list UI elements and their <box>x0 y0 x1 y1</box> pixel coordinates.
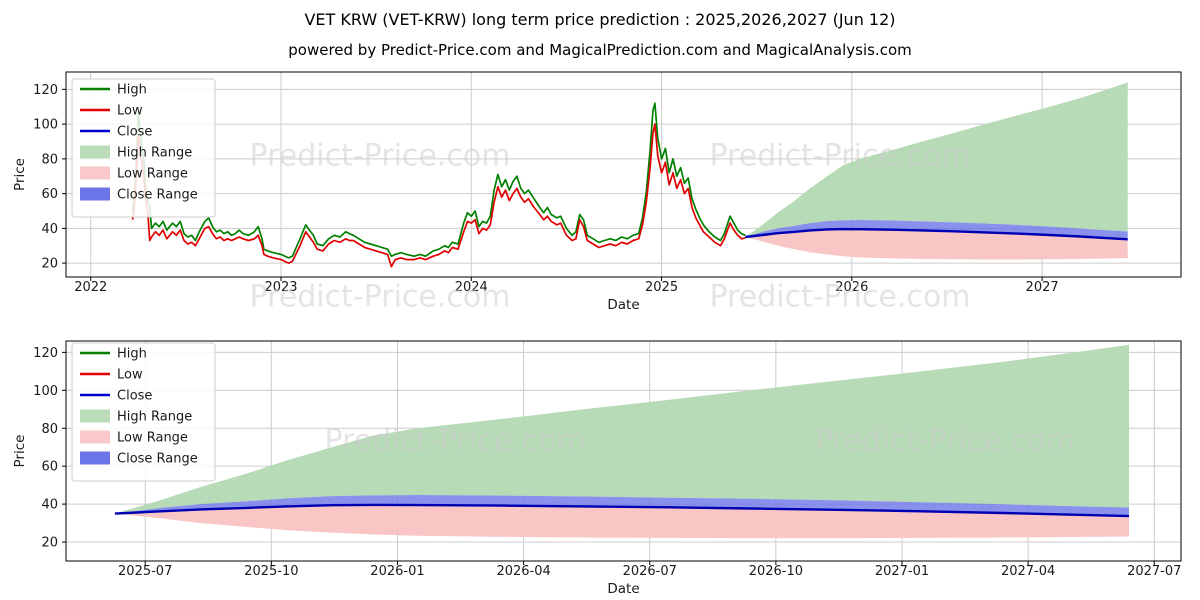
low-range-area <box>114 504 1129 539</box>
legend-box <box>71 78 216 218</box>
close-range-area <box>114 495 1129 517</box>
x-tick-label: 2023 <box>264 280 297 295</box>
figure-title: VET KRW (VET-KRW) long term price predic… <box>304 10 896 29</box>
legend-label: High Range <box>117 146 192 161</box>
legend: High Low Close High Range Low Range Close Ran… <box>71 342 216 482</box>
watermark-text: Predict-Price.com <box>250 139 511 174</box>
watermark-text: Predict-Price.com <box>815 424 1076 459</box>
legend-swatch-low-range <box>80 430 110 444</box>
legend-label: Close Range <box>117 188 198 203</box>
x-axis-label: Date <box>607 297 639 313</box>
y-tick-label: 20 <box>41 257 58 272</box>
legend-label: Low Range <box>117 431 188 446</box>
y-tick-label: 80 <box>41 152 58 167</box>
legend: High Low Close High Range Low Range Close Ran… <box>71 78 216 218</box>
bottom-chart: 2025-07 2025-10 2026-01 2026-04 2026-07 2026-… <box>12 340 1182 597</box>
watermark-text: Predict-Price.com <box>325 424 586 459</box>
legend-label: High Range <box>117 410 192 425</box>
legend-box <box>71 342 216 482</box>
legend-label: High <box>117 347 147 362</box>
legend-swatch-high-range <box>80 145 110 159</box>
x-axis-label: Date <box>607 581 639 597</box>
x-tick-label: 2025-07 <box>118 564 172 579</box>
low-line <box>131 123 746 268</box>
y-tick-label: 40 <box>41 222 58 237</box>
legend-label: Low <box>117 368 143 383</box>
y-tick-label: 60 <box>41 187 58 202</box>
x-tick-label: 2026-04 <box>496 564 550 579</box>
legend-label: Low <box>117 104 143 119</box>
legend-label: Close <box>117 389 152 404</box>
y-tick-label: 100 <box>33 384 58 399</box>
legend-swatch-close-range <box>80 187 110 201</box>
x-tick-label: 2027-07 <box>1127 564 1181 579</box>
watermark-text: Predict-Price.com <box>710 280 971 315</box>
plot-border <box>65 71 1182 278</box>
x-tick-label: 2027-01 <box>875 564 929 579</box>
y-tick-label: 20 <box>41 536 58 551</box>
legend-swatch-low-range <box>80 166 110 180</box>
legend-label: High <box>117 83 147 98</box>
x-tick-label: 2026-10 <box>749 564 803 579</box>
high-line <box>131 102 746 259</box>
legend-swatch-high-range <box>80 409 110 423</box>
x-tick-label: 2027 <box>1026 280 1059 295</box>
legend-label: Close Range <box>117 452 198 467</box>
x-tick-label: 2026-01 <box>370 564 424 579</box>
plot-border <box>65 340 1182 562</box>
y-tick-label: 120 <box>33 83 58 98</box>
close-line <box>114 503 1130 518</box>
x-tick-label: 2025 <box>645 280 678 295</box>
y-tick-label: 120 <box>33 346 58 361</box>
high-range-area <box>745 82 1128 238</box>
x-tick-label: 2025-10 <box>244 564 298 579</box>
figure-subtitle: powered by Predict-Price.com and Magical… <box>288 41 912 59</box>
x-tick-label: 2026-07 <box>623 564 677 579</box>
high-range-area <box>114 344 1129 514</box>
watermark-text: Predict-Price.com <box>250 280 511 315</box>
y-tick-label: 100 <box>33 118 58 133</box>
close-line <box>745 227 1128 241</box>
top-chart: 2022 2023 2024 2025 2026 2027 20 40 60 80 100 120 Da… <box>12 71 1182 315</box>
y-axis-label: Price <box>12 158 28 191</box>
legend-label: Low Range <box>117 167 188 182</box>
y-tick-label: 80 <box>41 422 58 437</box>
y-tick-label: 40 <box>41 498 58 513</box>
x-tick-label: 2024 <box>455 280 488 295</box>
low-range-area <box>745 229 1128 260</box>
x-tick-label: 2027-04 <box>1001 564 1055 579</box>
y-axis-label: Price <box>12 435 28 468</box>
legend-label: Close <box>117 125 152 140</box>
x-tick-label: 2022 <box>74 280 107 295</box>
y-tick-label: 60 <box>41 460 58 475</box>
legend-swatch-close-range <box>80 451 110 465</box>
x-tick-label: 2026 <box>835 280 868 295</box>
watermark-text: Predict-Price.com <box>710 139 971 174</box>
